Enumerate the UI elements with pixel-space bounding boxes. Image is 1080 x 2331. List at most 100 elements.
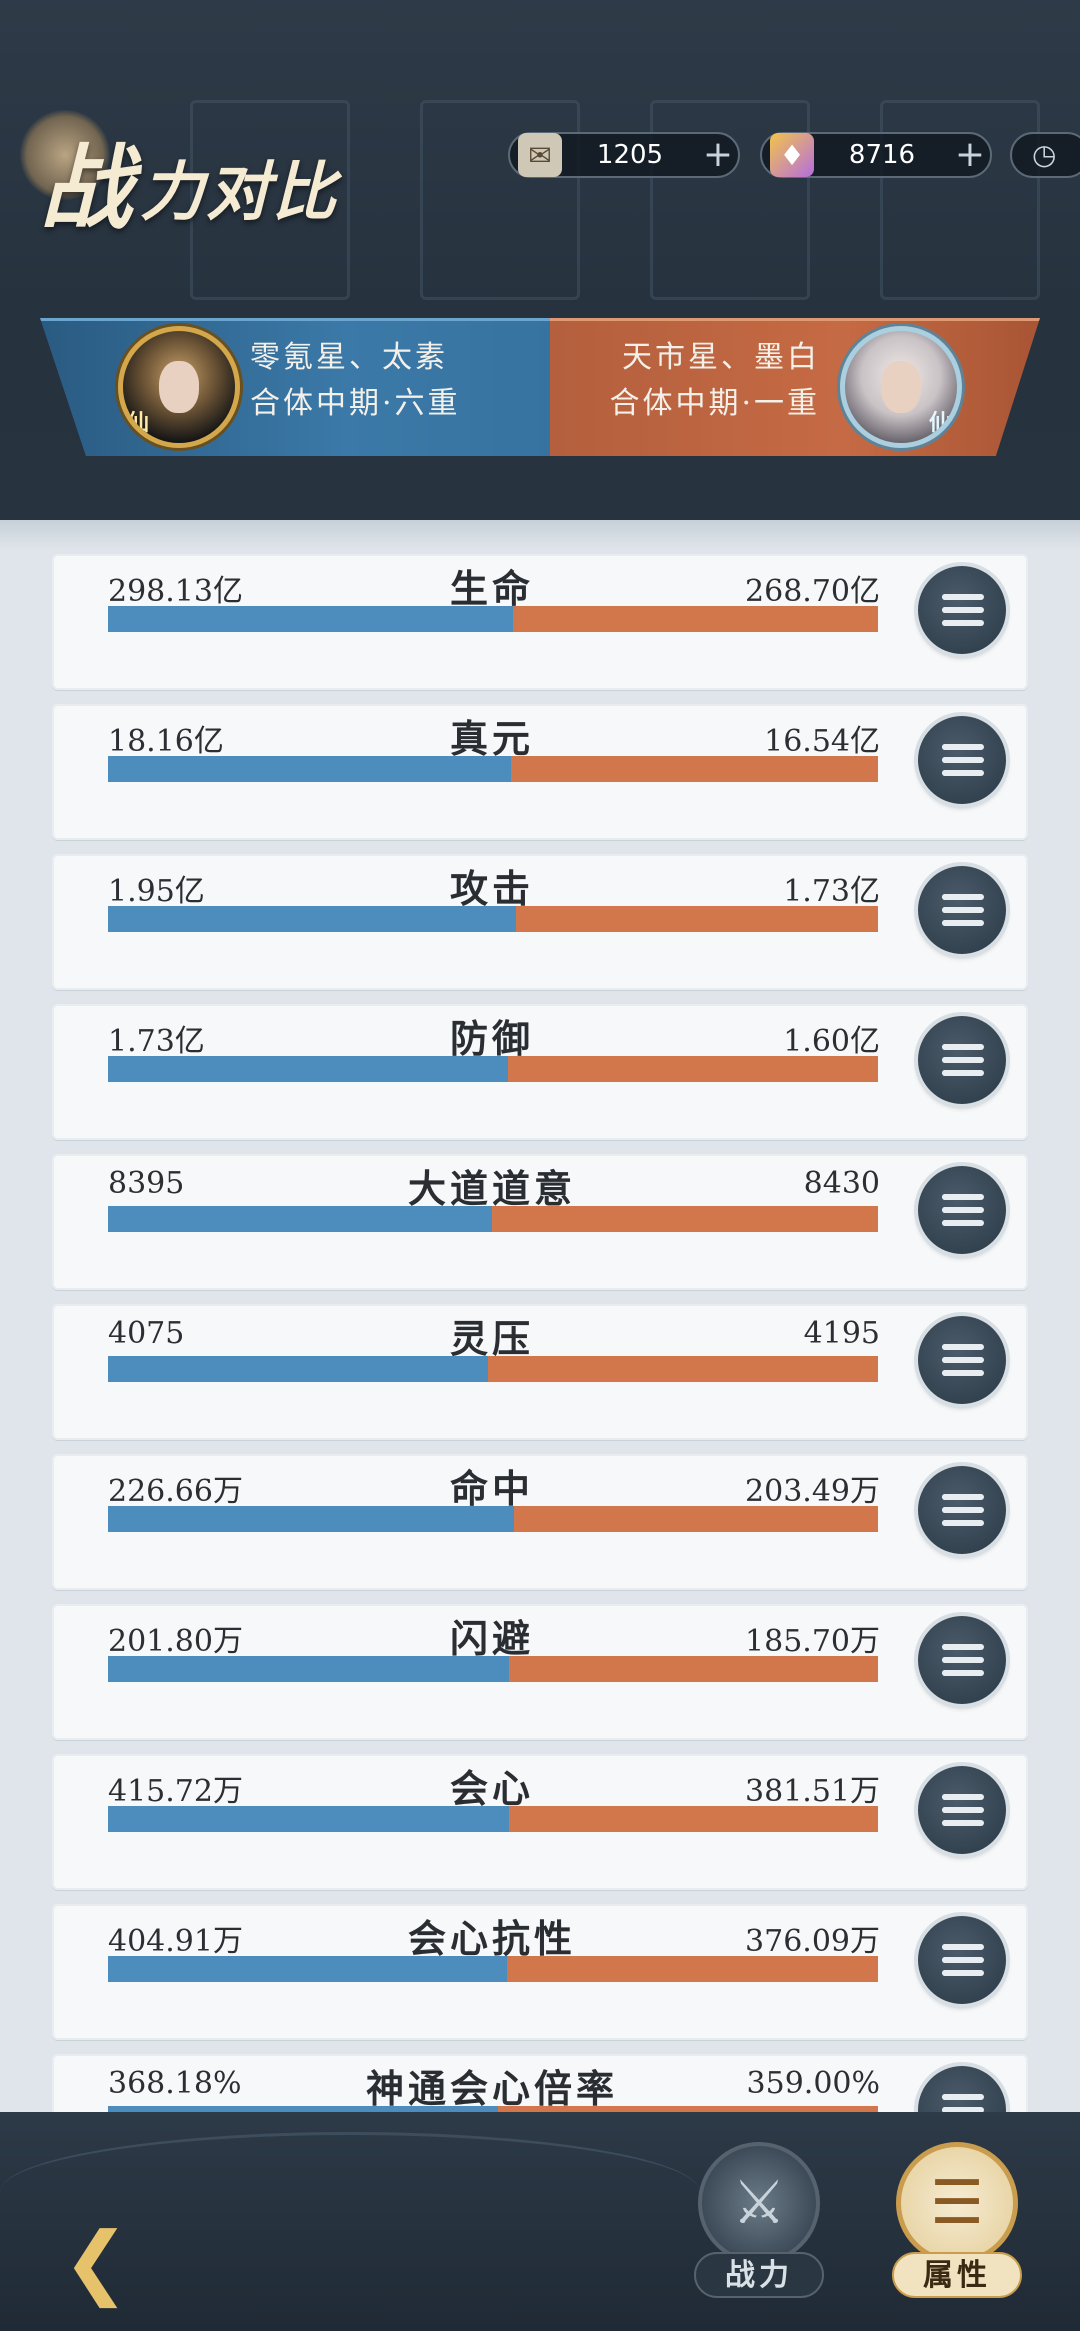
avatar-face <box>881 361 921 413</box>
stat-detail-button[interactable] <box>918 866 1006 954</box>
stat-left-value: 1.95亿 <box>108 874 205 909</box>
list-icon <box>942 1057 984 1063</box>
tab-power-label: 战力 <box>694 2252 824 2298</box>
list-icon <box>942 1194 984 1200</box>
clock-icon[interactable]: ◷ <box>1010 132 1080 178</box>
crystal-icon: ♦ <box>770 133 814 177</box>
list-icon <box>942 907 984 913</box>
immortal-badge-icon: 仙 <box>127 410 150 436</box>
stat-row: 415.72万 会心 381.51万 <box>52 1754 1028 1890</box>
player-left-name: 零氪星、太素 <box>250 340 448 375</box>
back-arrow-icon[interactable]: ❮ <box>62 2215 130 2308</box>
comparison-bar <box>108 1056 878 1082</box>
stat-row: 1.73亿 防御 1.60亿 <box>52 1004 1028 1140</box>
scroll-list-icon: ☰ <box>896 2142 1018 2264</box>
comparison-bar-left <box>108 756 511 782</box>
comparison-bar-left <box>108 1806 509 1832</box>
tab-attributes[interactable]: ☰ 属性 <box>892 2142 1022 2302</box>
comparison-bar-left <box>108 1956 507 1982</box>
stat-right-value: 376.09万 <box>745 1924 880 1959</box>
crossed-swords-icon: ⚔ <box>698 2142 820 2264</box>
comparison-bar-left <box>108 1506 514 1532</box>
player-right-name: 天市星、墨白 <box>622 340 820 375</box>
stat-left-value: 8395 <box>108 1166 185 1201</box>
versus-banner: 仙 仙 零氪星、太素 合体中期·六重 天市星、墨白 合体中期·一重 <box>40 318 1040 456</box>
stat-detail-button[interactable] <box>918 716 1006 804</box>
stat-detail-button[interactable] <box>918 1316 1006 1404</box>
list-icon <box>942 1344 984 1350</box>
header: 战 力对比 ✉ 1205 + ♦ 8716 + ◷ 仙 仙 零氪星、太素 合体中… <box>0 0 1080 520</box>
list-icon <box>942 1520 984 1526</box>
list-icon <box>942 1220 984 1226</box>
resource-scroll-value: 1205 <box>596 140 664 170</box>
stat-detail-button[interactable] <box>918 1016 1006 1104</box>
page-title: 战 力对比 <box>40 118 338 238</box>
tab-power[interactable]: ⚔ 战力 <box>694 2142 824 2302</box>
stat-row: 8395 大道道意 8430 <box>52 1154 1028 1290</box>
stat-right-value: 359.00% <box>746 2066 880 2101</box>
avatar-right[interactable]: 仙 <box>840 326 962 448</box>
list-icon <box>942 894 984 900</box>
comparison-bar <box>108 756 878 782</box>
comparison-bar <box>108 1956 878 1982</box>
stat-right-value: 203.49万 <box>745 1474 880 1509</box>
list-icon <box>942 1657 984 1663</box>
stat-label: 会心 <box>449 1766 534 1811</box>
stat-label: 真元 <box>449 716 534 761</box>
comparison-bar <box>108 1356 878 1382</box>
comparison-bar-left <box>108 1656 509 1682</box>
stat-left-value: 404.91万 <box>108 1924 243 1959</box>
stat-detail-button[interactable] <box>918 1616 1006 1704</box>
stat-right-value: 1.73亿 <box>783 874 880 909</box>
comparison-bar-left <box>108 1206 492 1232</box>
stat-left-value: 368.18% <box>108 2066 242 2101</box>
comparison-bar-left <box>108 906 516 932</box>
stat-label: 灵压 <box>449 1316 534 1361</box>
stat-left-value: 298.13亿 <box>108 574 243 609</box>
stat-list[interactable]: 298.13亿 生命 268.70亿 18.16亿 真元 16.54亿 1.95亿 攻击 1.7… <box>0 520 1080 2112</box>
avatar-left[interactable]: 仙 <box>118 326 240 448</box>
player-left-realm: 合体中期·六重 <box>250 386 461 421</box>
stat-right-value: 8430 <box>803 1166 880 1201</box>
stat-right-value: 185.70万 <box>745 1624 880 1659</box>
background-decoration <box>190 100 350 300</box>
stat-left-value: 1.73亿 <box>108 1024 205 1059</box>
list-icon <box>942 1670 984 1676</box>
list-icon <box>942 1070 984 1076</box>
list-icon <box>942 607 984 613</box>
stat-row: 1.95亿 攻击 1.73亿 <box>52 854 1028 990</box>
stat-row: 18.16亿 真元 16.54亿 <box>52 704 1028 840</box>
scroll-icon: ✉ <box>518 133 562 177</box>
list-icon <box>942 1957 984 1963</box>
stat-row: 298.13亿 生命 268.70亿 <box>52 554 1028 690</box>
tab-attributes-label: 属性 <box>892 2252 1022 2298</box>
stat-detail-button[interactable] <box>918 566 1006 654</box>
stat-detail-button[interactable] <box>918 1766 1006 1854</box>
stat-detail-button[interactable] <box>918 1916 1006 2004</box>
stat-label: 会心抗性 <box>407 1916 576 1961</box>
comparison-bar-left <box>108 1056 508 1082</box>
list-icon <box>942 1357 984 1363</box>
add-crystal-button[interactable]: + <box>954 134 986 175</box>
list-icon <box>942 2107 984 2112</box>
comparison-bar <box>108 1506 878 1532</box>
stat-detail-button[interactable] <box>918 1166 1006 1254</box>
comparison-bar <box>108 1806 878 1832</box>
list-icon <box>942 1494 984 1500</box>
list-icon <box>942 920 984 926</box>
stat-row: 4075 灵压 4195 <box>52 1304 1028 1440</box>
stat-detail-button[interactable] <box>918 1466 1006 1554</box>
list-icon <box>942 1044 984 1050</box>
stat-row: 226.66万 命中 203.49万 <box>52 1454 1028 1590</box>
stat-label: 攻击 <box>449 866 534 911</box>
stat-label: 防御 <box>449 1016 534 1061</box>
list-icon <box>942 1807 984 1813</box>
stat-left-value: 226.66万 <box>108 1474 243 1509</box>
list-icon <box>942 770 984 776</box>
add-scroll-button[interactable]: + <box>702 134 734 175</box>
bottom-decoration <box>0 2132 700 2252</box>
list-icon <box>942 1207 984 1213</box>
list-icon <box>942 620 984 626</box>
resource-scroll: ✉ 1205 + <box>508 132 740 178</box>
list-icon <box>942 1944 984 1950</box>
